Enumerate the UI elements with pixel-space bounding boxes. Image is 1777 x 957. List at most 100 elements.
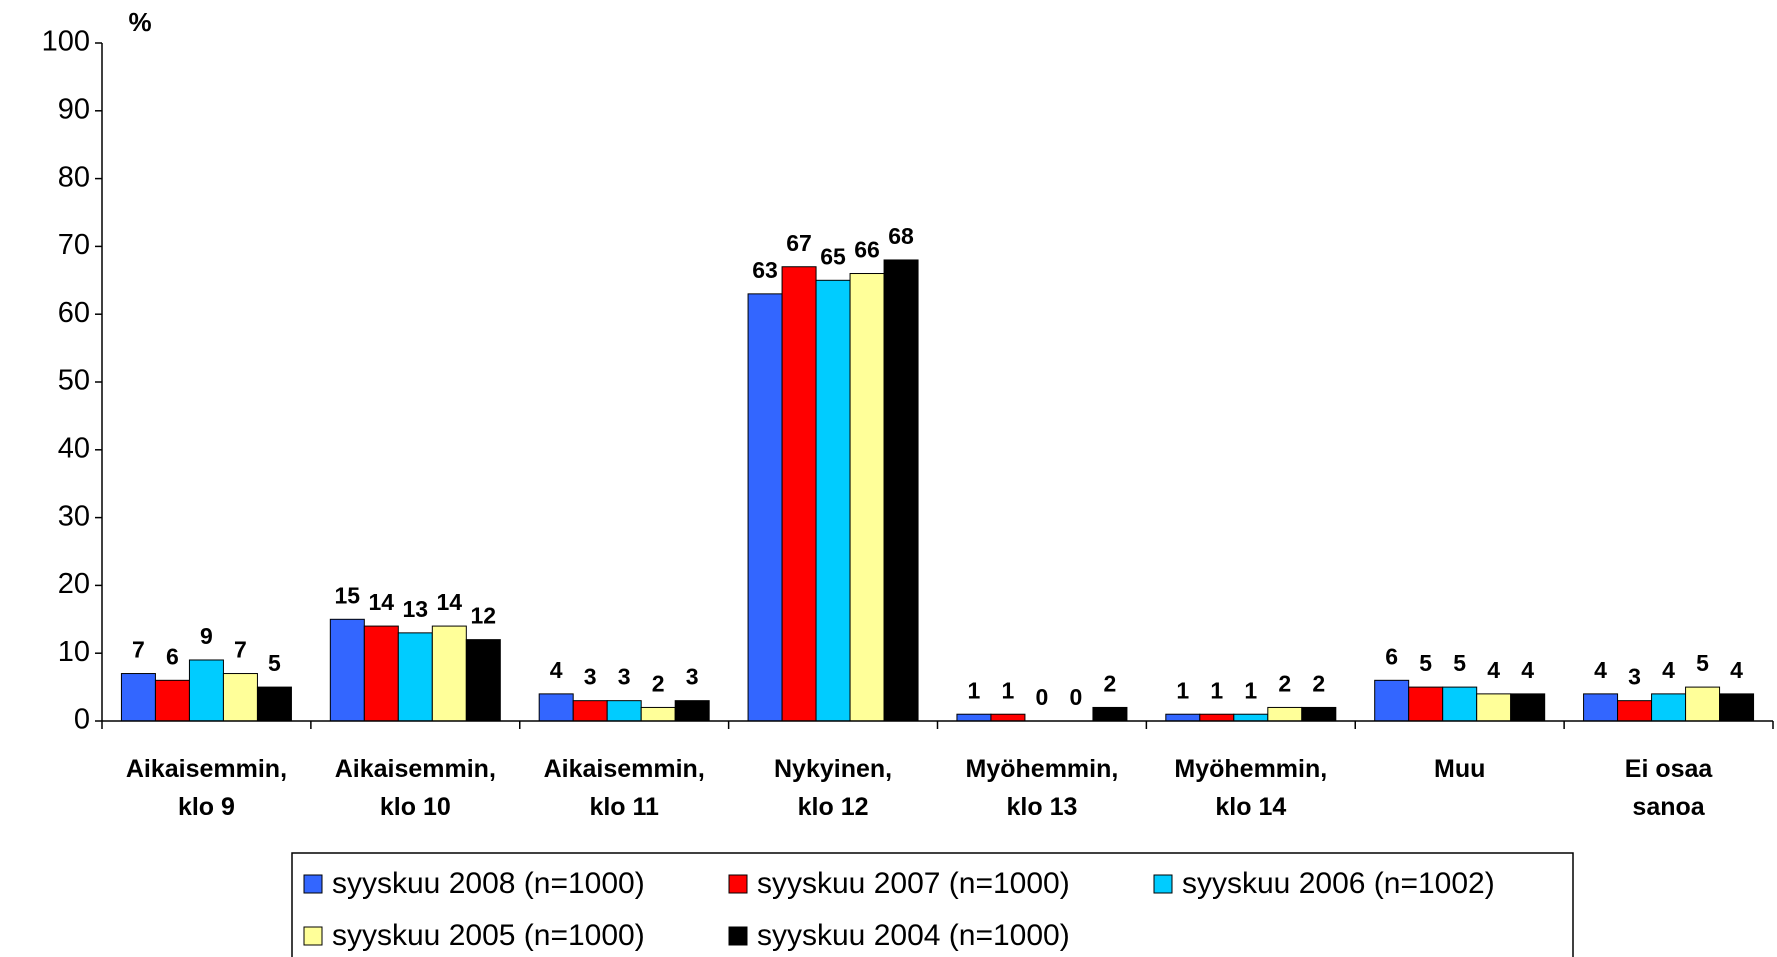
y-tick-label: 20 — [58, 568, 90, 600]
data-label: 4 — [1594, 657, 1607, 683]
data-label: 3 — [1628, 664, 1641, 690]
data-label: 12 — [471, 603, 497, 629]
data-label: 5 — [1696, 650, 1709, 676]
y-tick-label: 70 — [58, 229, 90, 261]
y-tick-label: 90 — [58, 93, 90, 125]
data-label: 9 — [200, 623, 213, 649]
data-label: 4 — [1662, 657, 1675, 683]
bar — [674, 700, 710, 722]
legend-label: syyskuu 2005 (n=1000) — [332, 919, 645, 952]
data-label: 1 — [1176, 677, 1189, 703]
bar — [747, 293, 783, 722]
bar — [1374, 679, 1410, 722]
data-label: 65 — [820, 243, 846, 269]
data-label: 5 — [1419, 650, 1432, 676]
x-tick-label: Aikaisemmin, klo 9 — [125, 755, 288, 821]
data-label: 63 — [752, 257, 778, 283]
data-label: 1 — [1002, 677, 1015, 703]
bar — [154, 679, 190, 722]
data-label: 13 — [403, 596, 429, 622]
data-label: 5 — [1453, 650, 1466, 676]
bar — [956, 713, 992, 722]
data-label: 2 — [1278, 671, 1291, 697]
y-tick-label: 10 — [58, 636, 90, 668]
data-label: 4 — [1730, 657, 1743, 683]
data-label: 1 — [968, 677, 981, 703]
data-label: 0 — [1036, 684, 1049, 710]
legend-label: syyskuu 2006 (n=1002) — [1182, 867, 1495, 900]
x-tick-label: Myöhemmin, klo 14 — [1174, 755, 1328, 821]
legend-swatch — [728, 926, 748, 946]
x-tick-label: Nykyinen, klo 12 — [774, 755, 893, 821]
bar — [1267, 706, 1303, 722]
x-tick-label: Aikaisemmin, klo 11 — [543, 755, 705, 821]
data-label: 6 — [166, 643, 179, 669]
y-tick-label: 100 — [42, 26, 90, 58]
bar — [1408, 686, 1444, 722]
legend-swatch — [728, 874, 748, 894]
bar — [222, 673, 258, 722]
data-label: 14 — [369, 589, 395, 615]
y-tick-label: 60 — [58, 297, 90, 329]
bar — [1685, 686, 1721, 722]
bar — [256, 686, 292, 722]
y-tick-label: 40 — [58, 432, 90, 464]
data-label: 3 — [584, 664, 597, 690]
bar — [990, 713, 1026, 722]
bar — [188, 659, 224, 722]
bar — [815, 279, 851, 722]
y-tick-label: 30 — [58, 500, 90, 532]
legend-swatch — [303, 874, 323, 894]
data-label: 4 — [1487, 657, 1500, 683]
bar — [1199, 713, 1235, 722]
bar — [849, 273, 885, 722]
bar — [1617, 700, 1653, 722]
legend-swatch — [303, 926, 323, 946]
y-tick-label: 0 — [74, 704, 90, 736]
y-tick-label: 80 — [58, 161, 90, 193]
bar — [1233, 713, 1269, 722]
data-label: 3 — [618, 664, 631, 690]
x-tick-label: Ei osaa sanoa — [1624, 755, 1713, 821]
data-label: 3 — [686, 664, 699, 690]
data-label: 2 — [1104, 671, 1117, 697]
bar — [640, 706, 676, 722]
bar — [1476, 693, 1512, 722]
data-label: 7 — [132, 637, 145, 663]
data-label: 67 — [786, 230, 812, 256]
bar — [397, 632, 433, 722]
y-axis-label: % — [128, 7, 151, 37]
bar — [465, 639, 501, 722]
bar — [120, 673, 156, 722]
data-label: 7 — [234, 637, 247, 663]
data-label: 4 — [550, 657, 563, 683]
legend-label: syyskuu 2008 (n=1000) — [332, 867, 645, 900]
legend-swatch — [1153, 874, 1173, 894]
bar — [1510, 693, 1546, 722]
data-label: 5 — [268, 650, 281, 676]
bar — [781, 266, 817, 722]
bar — [572, 700, 608, 722]
bar — [538, 693, 574, 722]
bar — [431, 625, 467, 722]
bar — [1301, 706, 1337, 722]
x-tick-label: Muu — [1434, 755, 1486, 783]
bar — [1442, 686, 1478, 722]
bar — [1583, 693, 1619, 722]
legend-label: syyskuu 2007 (n=1000) — [757, 867, 1070, 900]
data-label: 68 — [888, 223, 914, 249]
bar — [1651, 693, 1687, 722]
data-label: 15 — [335, 582, 361, 608]
bar — [1165, 713, 1201, 722]
data-label: 4 — [1521, 657, 1534, 683]
bar — [1092, 706, 1128, 722]
y-tick-label: 50 — [58, 365, 90, 397]
data-label: 2 — [1312, 671, 1325, 697]
bar — [883, 259, 919, 722]
bar — [363, 625, 399, 722]
data-label: 14 — [437, 589, 463, 615]
x-tick-label: Aikaisemmin, klo 10 — [334, 755, 496, 821]
data-label: 1 — [1210, 677, 1223, 703]
